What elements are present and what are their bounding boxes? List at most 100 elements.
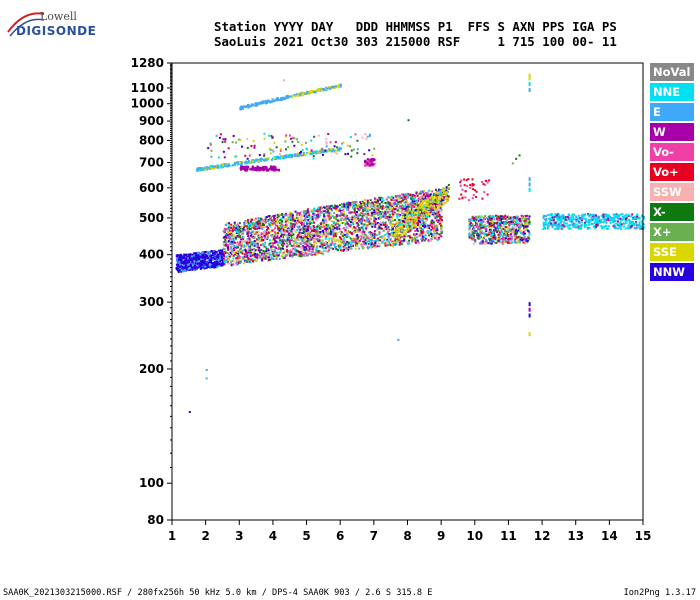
echo-point [358,241,361,244]
echo-point [496,240,499,243]
echo-point [223,259,226,262]
echo-point [285,254,288,257]
echo-point [419,203,422,206]
echo-point [264,230,267,233]
echo-point [434,202,437,205]
echo-point [391,210,394,213]
echo-point [372,208,375,211]
echo-point [400,230,403,233]
echo-point [249,245,252,248]
echo-point [408,230,411,233]
echo-point [271,239,274,242]
echo-point [244,241,247,244]
echo-point [265,254,268,257]
echo-point [267,247,270,250]
echo-point [344,223,347,226]
echo-point [330,247,333,250]
echo-point [486,234,489,237]
echo-point [403,213,406,216]
echo-point [385,225,388,228]
echo-point [356,241,359,244]
echo-point [435,201,438,204]
echo-point [335,213,338,216]
echo-point [354,201,357,204]
echo-point [412,216,415,219]
echo-point [350,244,353,247]
echo-point [418,222,421,225]
echo-point [221,252,224,255]
echo-point [279,218,282,221]
echo-point [336,238,339,241]
echo-point [487,242,490,245]
echo-point [335,209,338,212]
echo-point [475,215,478,218]
echo-point [421,238,424,241]
echo-point [293,237,296,240]
echo-point [395,199,398,202]
echo-point [388,206,391,209]
echo-point [386,240,389,243]
echo-point [522,238,525,241]
echo-point [240,244,243,247]
echo-point [210,256,213,259]
echo-point [418,225,421,228]
echo-point [327,245,330,248]
echo-point [189,263,192,266]
echo-point [416,222,419,225]
echo-point [432,198,435,201]
echo-point [363,219,366,222]
echo-point [344,230,347,233]
echo-point [343,202,346,205]
echo-point [374,225,377,228]
echo-point [217,264,220,267]
echo-point [342,213,345,216]
echo-point [501,235,504,238]
echo-point [369,231,372,234]
echo-point [386,232,389,235]
echo-point [298,236,301,239]
echo-point [373,206,376,209]
echo-point [496,237,499,240]
echo-point [339,245,342,248]
echo-point [342,242,345,245]
echo-point [493,222,496,225]
echo-point [354,205,357,208]
echo-point [528,233,531,236]
echo-point [401,216,404,219]
echo-point [439,191,442,194]
echo-point [512,228,515,231]
echo-point [251,241,254,244]
echo-point [352,223,355,226]
echo-point [176,255,179,258]
echo-point [376,211,379,214]
echo-point [255,224,258,227]
echo-point [502,227,505,230]
echo-point [435,224,438,227]
echo-point [358,247,361,250]
echo-point [377,208,380,211]
echo-point [403,229,406,232]
echo-point [439,199,442,202]
echo-point [242,236,245,239]
echo-point [300,210,303,213]
echo-point [307,219,310,222]
echo-point [433,210,436,213]
echo-point [524,238,527,241]
echo-point [181,265,184,268]
echo-point [373,211,376,214]
echo-point [471,234,474,237]
echo-point [262,226,265,229]
echo-point [433,229,436,232]
echo-point [386,206,389,209]
echo-point [237,233,240,236]
echo-point [341,233,344,236]
echo-point [382,236,385,239]
echo-point [228,223,231,226]
echo-point [498,238,501,241]
echo-point [486,225,489,228]
echo-point [355,212,358,215]
echo-point [253,240,256,243]
echo-point [412,226,415,229]
echo-point [502,220,505,223]
echo-point [476,233,479,236]
